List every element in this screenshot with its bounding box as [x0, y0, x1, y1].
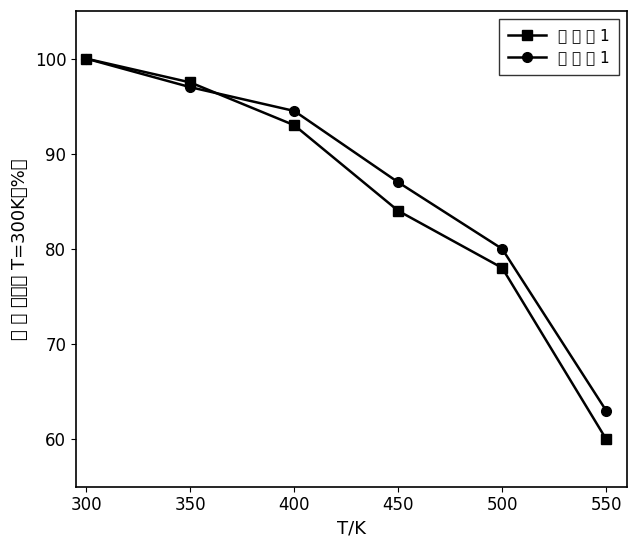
对 比 例 1 [602, 436, 610, 442]
Line: 实 施 例 1: 实 施 例 1 [82, 54, 611, 416]
实 施 例 1 [394, 179, 402, 186]
对 比 例 1 [394, 208, 402, 214]
对 比 例 1 [498, 265, 506, 271]
实 施 例 1 [186, 84, 194, 91]
对 比 例 1 [186, 79, 194, 86]
X-axis label: T/K: T/K [337, 520, 366, 538]
实 施 例 1 [290, 108, 298, 114]
Line: 对 比 例 1: 对 比 例 1 [82, 54, 611, 444]
实 施 例 1 [602, 407, 610, 414]
Legend: 对 比 例 1, 实 施 例 1: 对 比 例 1, 实 施 例 1 [499, 19, 619, 75]
实 施 例 1 [82, 55, 90, 62]
实 施 例 1 [498, 245, 506, 252]
Y-axis label: 效 率 相对于 T=300K（%）: 效 率 相对于 T=300K（%） [11, 158, 29, 340]
对 比 例 1 [82, 55, 90, 62]
对 比 例 1 [290, 122, 298, 128]
